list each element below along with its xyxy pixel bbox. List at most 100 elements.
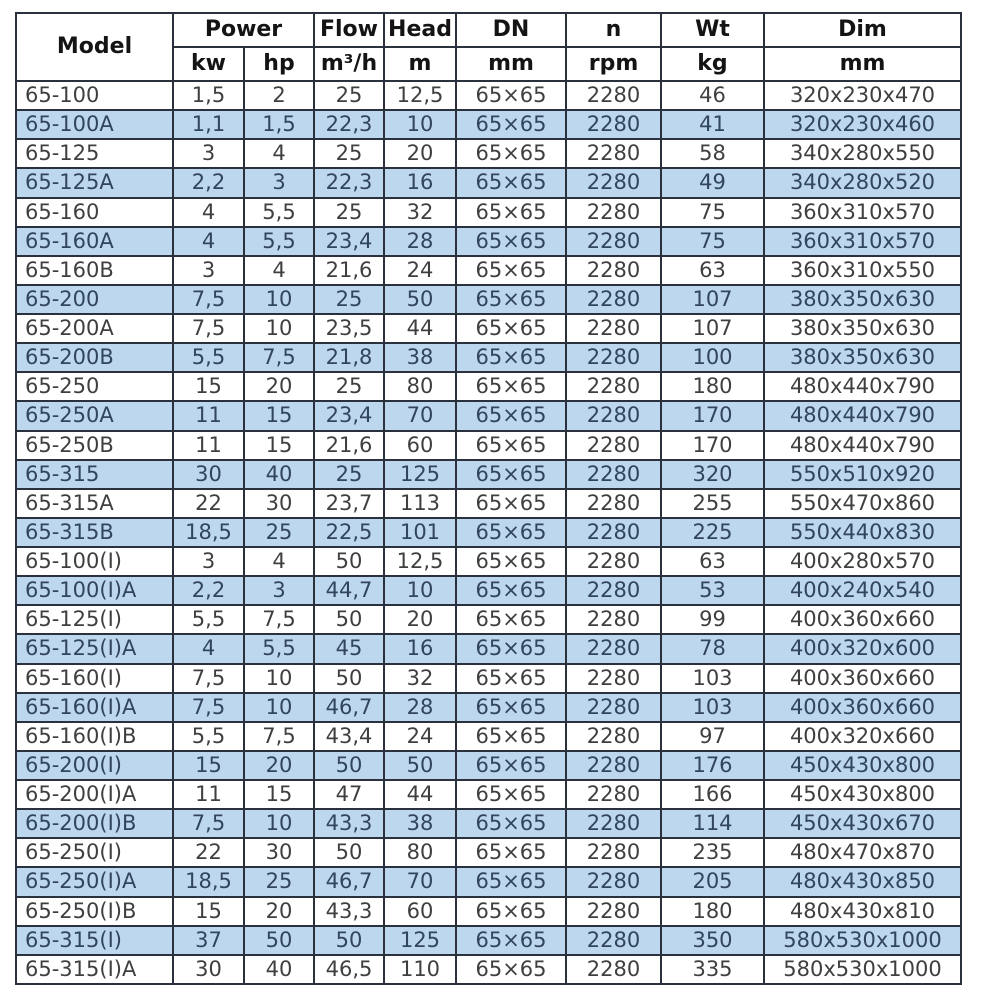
cell-dim: 380x350x630 [763, 342, 962, 374]
cell-dn: 65×65 [455, 196, 567, 228]
cell-model: 65-125(I)A [15, 633, 174, 665]
cell-head: 10 [383, 109, 457, 141]
cell-head: 44 [383, 312, 457, 345]
table-row: 65-250(I)A 18,5 25 46,7 70 65×65 2280 205 480x43… [15, 866, 962, 898]
cell-model: 65-160(I)A [15, 691, 174, 723]
cell-wt: 53 [660, 575, 765, 607]
cell-rpm: 2280 [565, 604, 662, 636]
cell-head: 125 [383, 458, 457, 490]
cell-dn: 65×65 [455, 662, 567, 694]
cell-dim: 580x530x1000 [763, 924, 962, 956]
cell-flow: 46,7 [313, 691, 385, 723]
cell-flow: 21,6 [313, 254, 385, 286]
cell-head: 16 [383, 633, 457, 665]
cell-model: 65-200(I)A [15, 778, 174, 811]
table-row: 65-250B 11 15 21,6 60 65×65 2280 170 480x440x790 [15, 429, 962, 461]
cell-dim: 400x360x660 [763, 662, 962, 694]
cell-hp: 3 [243, 167, 315, 199]
cell-dn: 65×65 [455, 516, 567, 549]
cell-flow: 44,7 [313, 575, 385, 607]
cell-model: 65-100(I)A [15, 575, 174, 607]
cell-wt: 99 [660, 604, 765, 636]
cell-flow: 22,3 [313, 109, 385, 141]
cell-kw: 4 [172, 225, 245, 257]
cell-kw: 5,5 [172, 604, 245, 636]
cell-rpm: 2280 [565, 778, 662, 811]
header-flow: Flow [313, 12, 385, 48]
cell-dim: 480x430x810 [763, 895, 962, 927]
cell-model: 65-315 [15, 458, 174, 490]
cell-kw: 3 [172, 545, 245, 578]
cell-hp: 30 [243, 487, 315, 519]
cell-dn: 65×65 [455, 778, 567, 811]
cell-kw: 18,5 [172, 866, 245, 898]
cell-kw: 7,5 [172, 808, 245, 840]
cell-rpm: 2280 [565, 749, 662, 782]
header-row-labels: Model Power Flow Head DN n Wt Dim [15, 12, 962, 82]
header-unit-flow: m³/h [313, 46, 385, 82]
table-row: 65-100(I) 3 4 50 12,5 65×65 2280 63 400x280x570 [15, 545, 962, 578]
cell-wt: 166 [660, 778, 765, 811]
cell-head: 70 [383, 400, 457, 432]
header-power: Power [172, 12, 315, 48]
cell-hp: 20 [243, 749, 315, 782]
header-unit-head: m [383, 46, 457, 82]
cell-dn: 65×65 [455, 429, 567, 461]
cell-hp: 5,5 [243, 225, 315, 257]
header-model: Model [15, 12, 174, 82]
cell-kw: 30 [172, 953, 245, 986]
cell-wt: 41 [660, 109, 765, 141]
header-unit-dn: mm [455, 46, 567, 82]
cell-rpm: 2280 [565, 662, 662, 694]
table-row: 65-250(I) 22 30 50 80 65×65 2280 235 480x470x870 [15, 837, 962, 869]
cell-head: 10 [383, 575, 457, 607]
cell-flow: 23,5 [313, 312, 385, 345]
cell-hp: 10 [243, 808, 315, 840]
cell-flow: 21,8 [313, 342, 385, 374]
cell-dn: 65×65 [455, 749, 567, 782]
cell-kw: 5,5 [172, 342, 245, 374]
cell-dn: 65×65 [455, 342, 567, 374]
cell-kw: 2,2 [172, 167, 245, 199]
cell-kw: 30 [172, 458, 245, 490]
cell-kw: 22 [172, 837, 245, 869]
cell-rpm: 2280 [565, 312, 662, 345]
cell-dn: 65×65 [455, 109, 567, 141]
cell-wt: 63 [660, 254, 765, 286]
cell-wt: 114 [660, 808, 765, 840]
cell-dim: 340x280x550 [763, 138, 962, 170]
cell-rpm: 2280 [565, 545, 662, 578]
cell-head: 20 [383, 604, 457, 636]
cell-hp: 25 [243, 866, 315, 898]
cell-hp: 10 [243, 283, 315, 316]
cell-dim: 550x510x920 [763, 458, 962, 490]
cell-head: 44 [383, 778, 457, 811]
cell-hp: 25 [243, 516, 315, 549]
cell-dim: 480x470x870 [763, 837, 962, 869]
cell-kw: 11 [172, 400, 245, 432]
cell-wt: 103 [660, 691, 765, 723]
cell-flow: 43,3 [313, 895, 385, 927]
table-row: 65-125A 2,2 3 22,3 16 65×65 2280 49 340x280x520 [15, 167, 962, 199]
cell-kw: 37 [172, 924, 245, 956]
header-n: n [565, 12, 662, 48]
cell-dim: 360x310x570 [763, 225, 962, 257]
cell-hp: 40 [243, 953, 315, 986]
cell-rpm: 2280 [565, 429, 662, 461]
cell-head: 70 [383, 866, 457, 898]
cell-head: 110 [383, 953, 457, 986]
cell-head: 80 [383, 837, 457, 869]
cell-model: 65-200B [15, 342, 174, 374]
cell-head: 50 [383, 283, 457, 316]
cell-dn: 65×65 [455, 371, 567, 403]
cell-dn: 65×65 [455, 138, 567, 170]
cell-rpm: 2280 [565, 575, 662, 607]
cell-dim: 550x440x830 [763, 516, 962, 549]
cell-hp: 3 [243, 575, 315, 607]
cell-wt: 107 [660, 283, 765, 316]
cell-rpm: 2280 [565, 371, 662, 403]
cell-hp: 50 [243, 924, 315, 956]
table-row: 65-125(I)A 4 5,5 45 16 65×65 2280 78 400x320x600 [15, 633, 962, 665]
cell-head: 28 [383, 691, 457, 723]
cell-wt: 75 [660, 225, 765, 257]
